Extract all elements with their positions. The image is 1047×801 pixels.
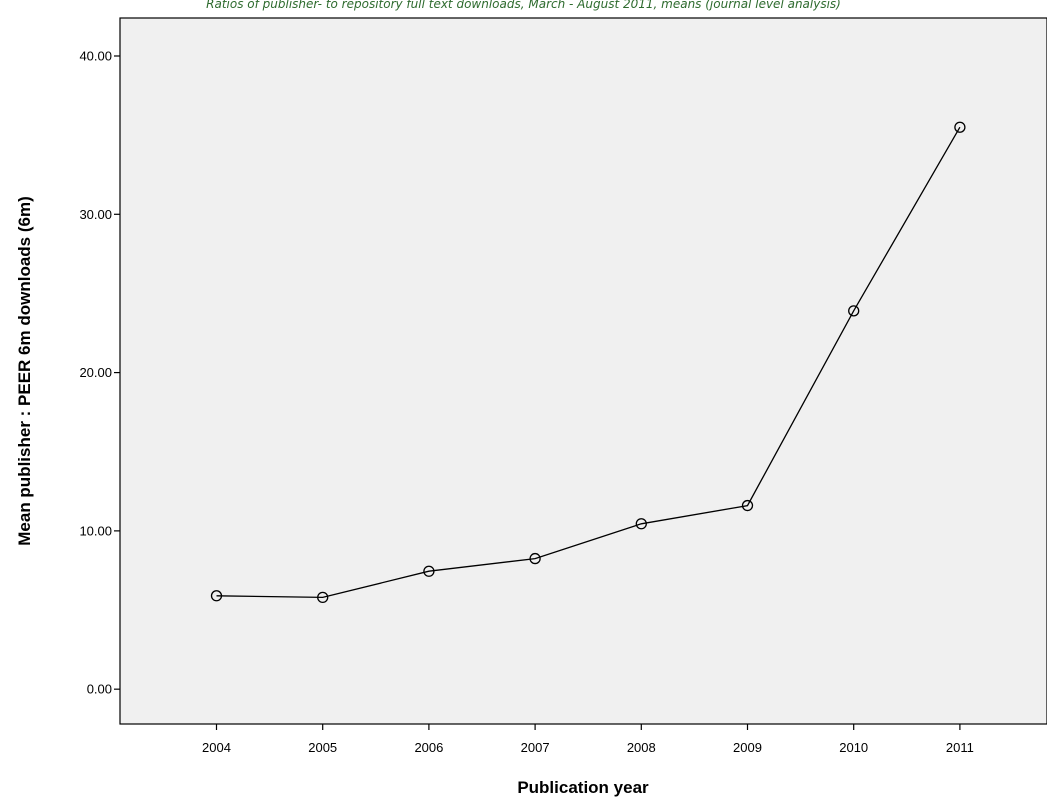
- x-tick-label: 2007: [521, 740, 550, 755]
- x-tick-label: 2011: [946, 740, 974, 755]
- y-tick-label: 0.00: [87, 682, 112, 697]
- data-point: [210, 590, 223, 602]
- data-point: [423, 565, 435, 577]
- x-tick-label: 2005: [308, 740, 337, 755]
- x-axis: 2004 2005 2006 2007 2008 2009 2010 2011: [202, 724, 974, 755]
- x-tick-label: 2009: [733, 740, 762, 755]
- data-point: [741, 499, 754, 512]
- y-axis: 0.00 10.00 20.00 30.00 40.00: [79, 48, 120, 697]
- x-tick-label: 2006: [414, 740, 443, 755]
- chart-title: Ratios of publisher- to repository full …: [206, 0, 841, 11]
- data-point: [635, 518, 647, 530]
- series: [210, 121, 966, 604]
- y-tick-label: 30.00: [79, 207, 112, 222]
- y-tick-label: 10.00: [79, 523, 112, 538]
- data-point: [954, 121, 966, 133]
- y-axis-title: Mean publisher : PEER 6m downloads (6m): [15, 196, 34, 546]
- x-tick-label: 2010: [839, 740, 868, 755]
- y-tick-label: 40.00: [79, 48, 112, 63]
- series-line: [216, 126, 961, 599]
- plot-area: [119, 17, 1047, 725]
- data-point: [317, 591, 329, 604]
- data-point: [529, 552, 541, 565]
- x-tick-label: 2008: [627, 740, 656, 755]
- y-tick-label: 20.00: [79, 365, 112, 380]
- x-tick-label: 2004: [202, 740, 231, 755]
- data-point: [848, 305, 860, 317]
- x-axis-title: Publication year: [517, 778, 649, 797]
